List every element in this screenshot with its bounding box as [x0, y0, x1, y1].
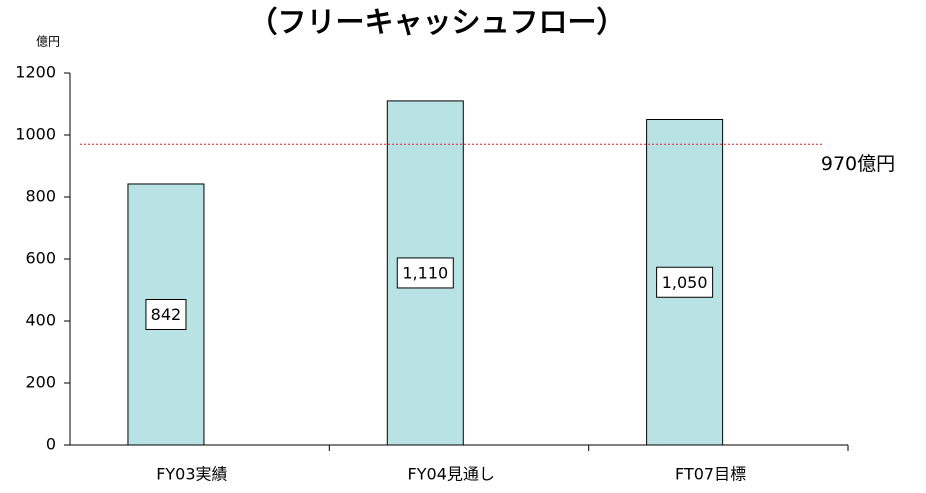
reference-label: 970億円 — [821, 153, 895, 175]
x-tick-label: FY04見通し — [408, 465, 495, 484]
x-tick-label: FT07目標 — [675, 465, 746, 484]
value-label-box — [396, 257, 454, 289]
value-label: 1,050 — [662, 273, 708, 292]
chart-title: （フリーキャッシュフロー） — [248, 5, 625, 39]
y-tick-label: 400 — [25, 311, 56, 330]
y-unit-label: 億円 — [36, 35, 60, 49]
y-tick-label: 1200 — [15, 63, 56, 82]
value-label: 1,110 — [402, 263, 448, 282]
y-tick-label: 1000 — [15, 125, 56, 144]
value-label-box — [145, 298, 187, 330]
y-tick-label: 0 — [46, 435, 56, 454]
y-tick-label: 200 — [25, 373, 56, 392]
value-label-box — [656, 266, 714, 298]
value-label: 842 — [151, 305, 182, 324]
x-tick-label: FY03実績 — [156, 465, 227, 484]
y-tick-label: 600 — [25, 249, 56, 268]
y-tick-label: 800 — [25, 187, 56, 206]
